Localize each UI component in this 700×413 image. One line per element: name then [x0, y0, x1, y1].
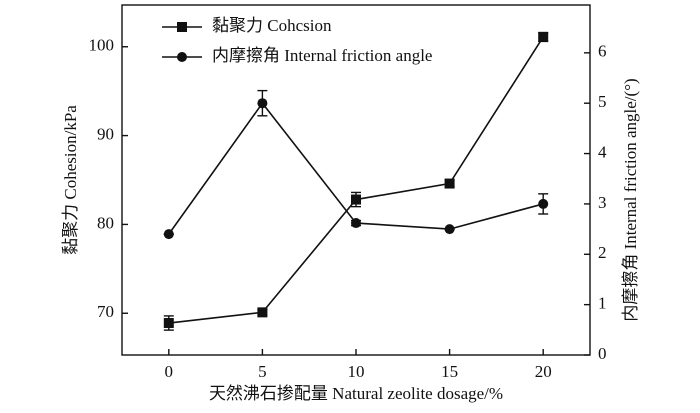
y2-tick-label: 4 [598, 142, 607, 161]
x-tick-label: 10 [348, 362, 365, 381]
y-tick-label: 100 [89, 36, 115, 55]
y2-tick-label: 0 [598, 344, 607, 363]
marker [351, 194, 361, 205]
marker [538, 31, 549, 42]
y2-tick-label: 1 [598, 294, 607, 313]
marker [257, 307, 268, 318]
y-tick-label: 80 [97, 213, 114, 232]
marker [163, 229, 174, 240]
marker [351, 218, 361, 229]
marker [444, 178, 455, 189]
marker [163, 318, 174, 329]
x-tick-label: 15 [441, 362, 458, 381]
y2-axis-title: 内摩擦角 Internal friction angle/(°) [621, 78, 640, 321]
marker [257, 98, 268, 109]
legend-label: 内摩擦角 Internal friction angle [212, 46, 432, 65]
marker [177, 52, 187, 62]
y2-tick-label: 3 [598, 193, 607, 212]
marker [444, 224, 455, 235]
y-tick-label: 70 [97, 302, 114, 321]
y-tick-label: 90 [97, 124, 114, 143]
y2-tick-label: 2 [598, 243, 607, 262]
x-tick-label: 0 [165, 362, 174, 381]
x-tick-label: 5 [258, 362, 267, 381]
series-line [168, 101, 544, 235]
legend-label: 黏聚力 Cohcsion [212, 16, 332, 35]
y2-tick-label: 5 [598, 92, 607, 111]
marker [177, 22, 187, 32]
x-axis-title: 天然沸石掺配量 Natural zeolite dosage/% [209, 384, 503, 403]
x-tick-label: 20 [535, 362, 552, 381]
y2-tick-label: 6 [598, 42, 607, 61]
marker [538, 198, 549, 209]
series-line [168, 36, 544, 324]
y-axis-title: 黏聚力 Cohesion/kPa [61, 105, 80, 255]
